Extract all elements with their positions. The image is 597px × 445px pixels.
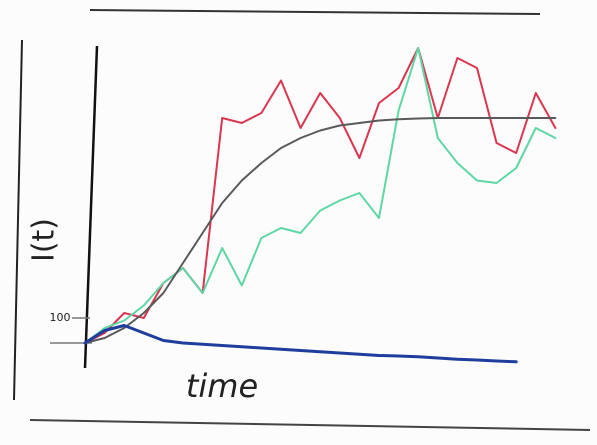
frame-left — [13, 39, 23, 401]
series-line — [84, 117, 557, 344]
x-axis-label: time — [186, 367, 258, 405]
frame-top — [89, 9, 541, 15]
series-line — [83, 324, 518, 364]
series-line — [84, 47, 557, 344]
y-tick-label: 100 — [50, 311, 71, 324]
y-axis-label: I(t) — [27, 218, 62, 262]
y-axis — [83, 45, 99, 369]
frame-bottom — [29, 419, 591, 431]
